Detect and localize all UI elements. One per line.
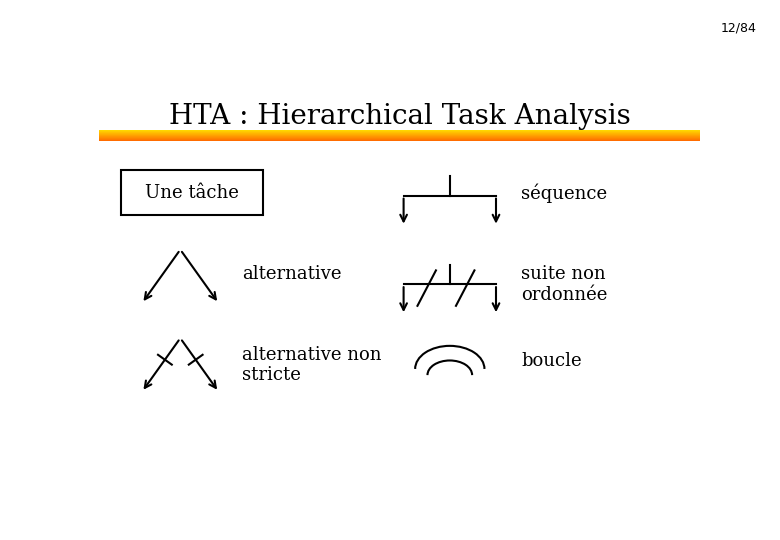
Text: séquence: séquence xyxy=(521,184,608,203)
Text: Une tâche: Une tâche xyxy=(145,184,239,201)
Text: suite non
ordonnée: suite non ordonnée xyxy=(521,265,608,303)
Text: HTA : Hierarchical Task Analysis: HTA : Hierarchical Task Analysis xyxy=(169,103,630,130)
Bar xyxy=(121,170,264,215)
Text: 12/84: 12/84 xyxy=(721,22,757,35)
Text: alternative: alternative xyxy=(242,265,342,284)
Text: alternative non
stricte: alternative non stricte xyxy=(242,346,381,384)
Text: boucle: boucle xyxy=(521,352,582,370)
